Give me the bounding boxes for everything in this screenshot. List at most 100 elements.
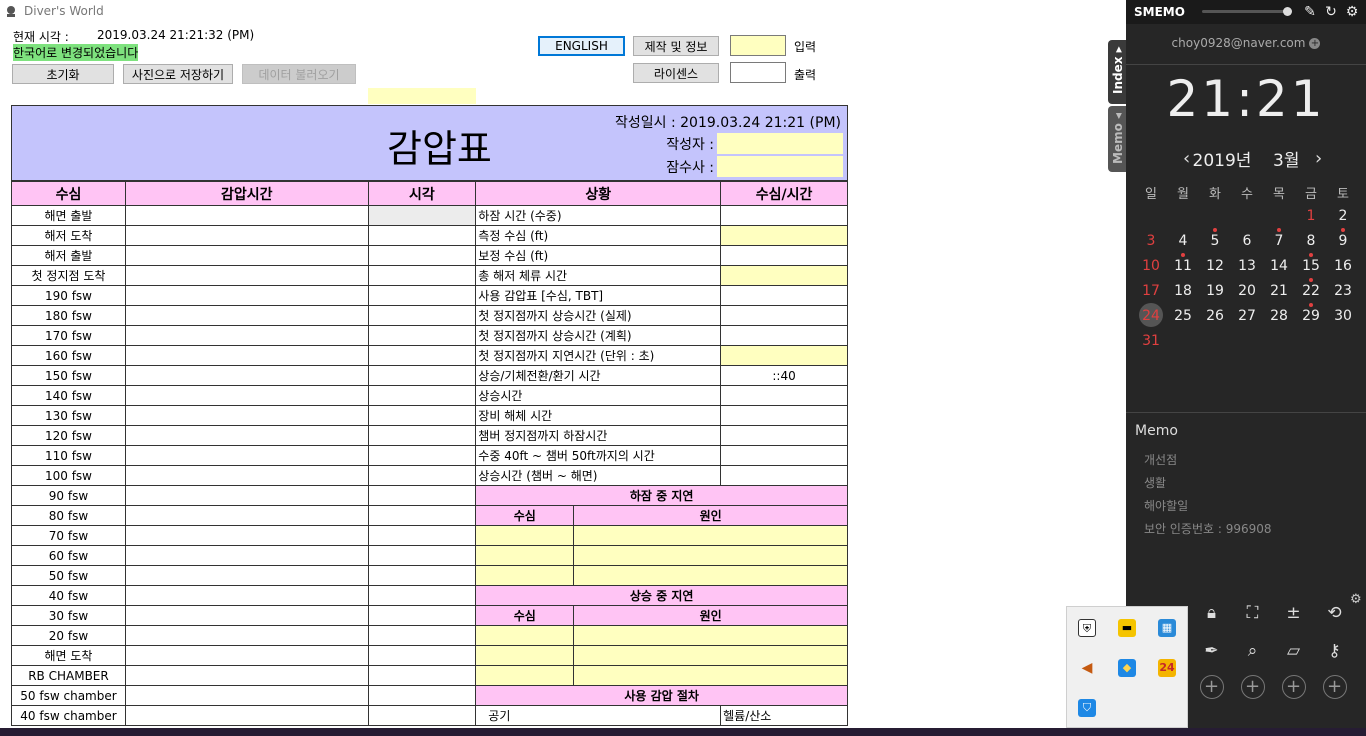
decompression-time-cell[interactable] (124, 425, 369, 446)
clock-time-cell[interactable] (367, 505, 477, 526)
delay-cause-input[interactable] (573, 625, 848, 646)
calendar-day[interactable]: 15 (1295, 253, 1327, 280)
delay-depth-input[interactable] (475, 565, 575, 586)
calendar-day[interactable]: 11 (1167, 253, 1199, 280)
clock-time-cell[interactable] (367, 225, 477, 246)
calendar-day[interactable]: 31 (1142, 333, 1160, 349)
calendar-day[interactable]: 28 (1270, 308, 1288, 324)
calendar-day[interactable]: 30 (1334, 308, 1352, 324)
calendar-day[interactable]: 4 (1178, 233, 1188, 249)
calendar-day[interactable]: 10 (1142, 258, 1160, 274)
calendar-day[interactable]: 13 (1238, 258, 1256, 274)
defender-icon[interactable]: ⛉ (1078, 699, 1096, 717)
decompression-time-cell[interactable] (124, 205, 369, 226)
chat-icon[interactable]: ▬ (1118, 619, 1136, 637)
ruler-icon[interactable]: ▱ (1286, 641, 1301, 661)
lock-icon[interactable]: 🔒︎ (1206, 603, 1217, 623)
delay-cause-input[interactable] (573, 525, 848, 546)
decompression-time-cell[interactable] (124, 605, 369, 626)
clock-time-cell[interactable] (367, 445, 477, 466)
situation-value-cell[interactable] (720, 445, 848, 466)
calendar-day[interactable]: 8 (1306, 233, 1316, 249)
situation-value-cell[interactable] (720, 305, 848, 326)
calendar-day[interactable]: 12 (1206, 258, 1224, 274)
memo-item[interactable]: 개선점 (1144, 453, 1178, 467)
add-shortcut-button[interactable]: + (1314, 674, 1355, 700)
decompression-time-cell[interactable] (124, 545, 369, 566)
calendar-day[interactable]: 24 (1135, 303, 1167, 330)
decompression-time-cell[interactable] (124, 505, 369, 526)
delay-cause-input[interactable] (573, 665, 848, 686)
clock-time-cell[interactable] (367, 325, 477, 346)
reset-button[interactable]: 초기화 (12, 64, 114, 84)
load-data-button[interactable]: 데이터 불러오기 (242, 64, 356, 84)
situation-value-cell[interactable] (720, 285, 848, 306)
clock-time-cell[interactable] (367, 525, 477, 546)
clock-time-cell[interactable] (367, 645, 477, 666)
calendar-day[interactable]: 26 (1206, 308, 1224, 324)
decompression-time-cell[interactable] (124, 265, 369, 286)
decompression-time-cell[interactable] (124, 225, 369, 246)
calendar-day[interactable]: 19 (1206, 283, 1224, 299)
gear-icon[interactable]: ⚙ (1345, 4, 1359, 20)
calendar-day[interactable]: 23 (1334, 283, 1352, 299)
memo-item[interactable]: 보안 인증번호 : 996908 (1144, 522, 1272, 536)
decompression-time-cell[interactable] (124, 665, 369, 686)
decompression-time-cell[interactable] (124, 305, 369, 326)
delay-depth-input[interactable] (475, 665, 575, 686)
calendar-day[interactable]: 16 (1334, 258, 1352, 274)
decompression-time-cell[interactable] (124, 525, 369, 546)
about-button[interactable]: 제작 및 정보 (633, 36, 719, 56)
situation-value-cell[interactable]: ::40 (720, 365, 848, 386)
clock-time-cell[interactable] (367, 685, 477, 706)
clock-time-cell[interactable] (367, 705, 477, 726)
slider-knob[interactable] (1283, 7, 1292, 16)
tab-index[interactable]: Index ▸ (1108, 40, 1128, 104)
settings-small-icon[interactable]: ⚙ (1350, 592, 1362, 607)
save-image-button[interactable]: 사진으로 저장하기 (123, 64, 233, 84)
delay-cause-input[interactable] (573, 645, 848, 666)
delay-cause-input[interactable] (573, 565, 848, 586)
clock-time-cell[interactable] (367, 345, 477, 366)
calendar-day[interactable]: 29 (1295, 303, 1327, 330)
calendar-day[interactable]: 7 (1263, 228, 1295, 255)
delay-depth-input[interactable] (475, 645, 575, 666)
clock-time-cell[interactable] (367, 385, 477, 406)
calendar-day[interactable]: 22 (1295, 278, 1327, 305)
security-shield-icon[interactable]: ⛨ (1078, 619, 1096, 637)
situation-value-cell[interactable] (720, 345, 848, 366)
clock-time-cell[interactable] (367, 285, 477, 306)
zoom-icon[interactable]: ⌕ (1247, 641, 1258, 661)
decompression-time-cell[interactable] (124, 585, 369, 606)
situation-value-cell[interactable] (720, 245, 848, 266)
eyedropper-icon[interactable]: ✒ (1204, 641, 1219, 661)
key-icon[interactable]: ⚷ (1328, 641, 1341, 661)
situation-value-cell[interactable] (720, 465, 848, 486)
calendar-app-icon[interactable]: 24 (1158, 659, 1176, 677)
clock-time-cell[interactable] (367, 625, 477, 646)
clock-time-cell[interactable] (367, 485, 477, 506)
clock-time-cell[interactable] (367, 605, 477, 626)
capture-icon[interactable]: ⛶ (1246, 603, 1259, 623)
diver-input[interactable] (717, 156, 843, 177)
output-color-swatch[interactable] (730, 62, 786, 83)
tab-memo[interactable]: Memo ◂ (1108, 106, 1128, 172)
chevron-left-icon[interactable]: ‹ (1183, 148, 1191, 169)
decompression-time-cell[interactable] (124, 485, 369, 506)
decompression-time-cell[interactable] (124, 705, 369, 726)
calendar-day[interactable]: 27 (1238, 308, 1256, 324)
calendar-day[interactable]: 6 (1242, 233, 1252, 249)
decompression-time-cell[interactable] (124, 645, 369, 666)
clock-time-cell[interactable] (367, 465, 477, 486)
situation-value-cell[interactable] (720, 385, 848, 406)
calendar-day[interactable]: 9 (1327, 228, 1359, 255)
decompression-time-cell[interactable] (124, 565, 369, 586)
delay-depth-input[interactable] (475, 545, 575, 566)
pin-icon[interactable]: ✎ (1304, 4, 1316, 20)
situation-value-cell[interactable] (720, 325, 848, 346)
calendar-day[interactable]: 1 (1306, 208, 1316, 224)
situation-value-cell[interactable] (720, 265, 848, 286)
add-shortcut-button[interactable]: + (1273, 674, 1314, 700)
decompression-time-cell[interactable] (124, 405, 369, 426)
memo-item[interactable]: 해야할일 (1144, 499, 1189, 513)
